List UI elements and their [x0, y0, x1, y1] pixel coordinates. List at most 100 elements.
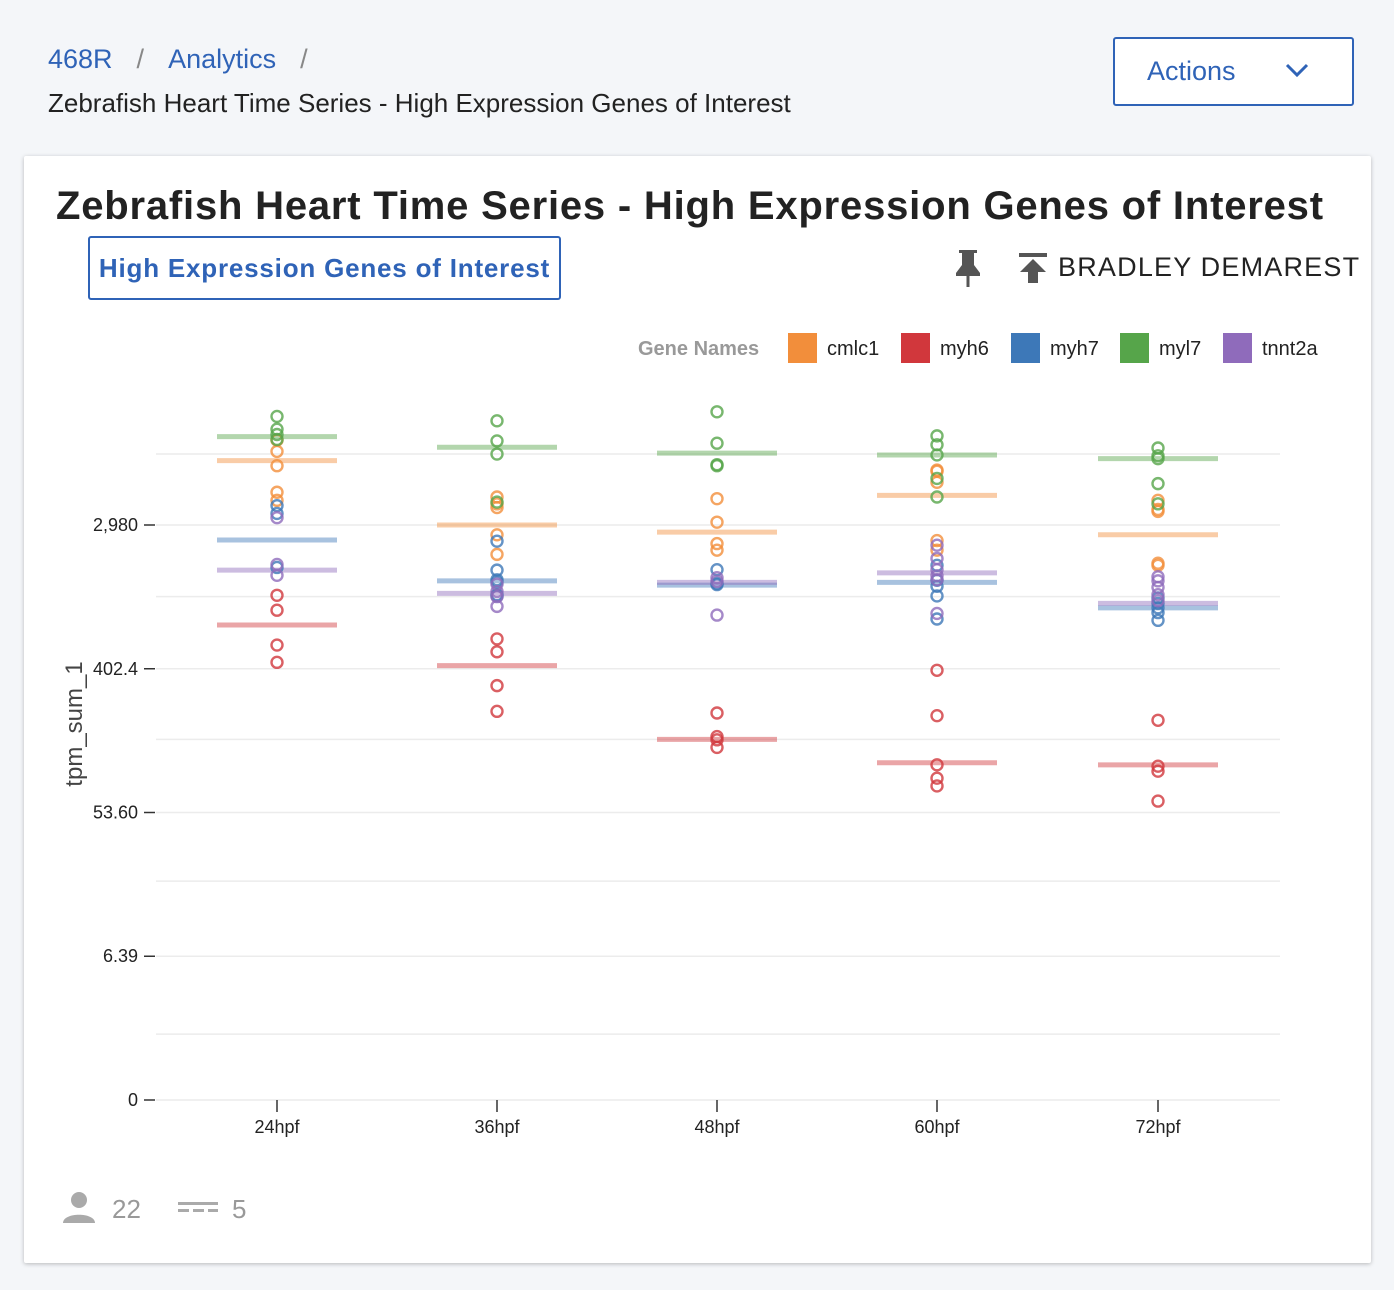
tag-button[interactable]: High Expression Genes of Interest [88, 236, 561, 300]
data-point-cmlc1 [710, 491, 724, 506]
data-point-myh6 [1151, 759, 1165, 773]
data-point-tnnt2a [1151, 574, 1165, 588]
data-point-tnnt2a [1151, 580, 1165, 595]
data-point-myh7 [270, 506, 284, 521]
data-point-cmlc1 [710, 543, 724, 557]
legend-label-cmlc1: cmlc1 [827, 338, 879, 360]
data-point-myh7 [930, 589, 944, 603]
data-point-myh6 [490, 645, 504, 659]
data-point-myh6 [930, 779, 944, 793]
data-point-myl7 [490, 434, 504, 448]
card-title: Zebrafish Heart Time Series - High Expre… [56, 184, 1324, 228]
data-point-myh6 [270, 655, 284, 670]
series-icon [178, 1202, 218, 1212]
data-point-myh6 [710, 740, 724, 755]
data-point-cmlc1 [930, 475, 944, 489]
actions-dropdown-button[interactable]: Actions [1113, 37, 1354, 106]
data-point-tnnt2a [1151, 587, 1165, 602]
breadcrumb-root-link[interactable]: 468R [48, 44, 113, 74]
data-point-cmlc1 [930, 533, 944, 548]
data-point-tnnt2a [270, 510, 284, 525]
legend-swatch-myh6 [901, 333, 930, 363]
page-title: Zebrafish Heart Time Series - High Expre… [48, 88, 791, 118]
data-point-tnnt2a [710, 574, 724, 589]
y-axis-label: tpm_sum_1 [61, 661, 88, 786]
data-point-myl7 [270, 427, 284, 442]
data-point-cmlc1 [710, 536, 724, 551]
legend-swatch-myl7 [1120, 333, 1149, 363]
data-point-myh7 [1151, 613, 1165, 628]
scatter-chart: 0 6.39 53.60 402.4 2,980 24hpf 36hpf 48hpf 60hpf… [61, 333, 1318, 1137]
data-point-myl7 [270, 432, 284, 447]
data-point-cmlc1 [930, 543, 944, 557]
data-point-myh6 [1151, 713, 1165, 727]
data-point-tnnt2a [1151, 593, 1165, 608]
data-point-cmlc1 [270, 485, 284, 499]
data-point-myl7 [710, 459, 724, 473]
data-point-cmlc1 [270, 444, 284, 459]
data-point-myl7 [490, 414, 504, 428]
breadcrumb-separator: / [300, 44, 308, 74]
data-point-myh6 [930, 771, 944, 785]
data-point-myh6 [1151, 764, 1165, 778]
data-point-myh6 [270, 603, 284, 617]
data-point-tnnt2a [930, 569, 944, 583]
data-point-myl7 [930, 429, 944, 443]
data-point-myh6 [710, 733, 724, 747]
data-point-myh7 [930, 612, 944, 626]
data-point-myh6 [930, 758, 944, 772]
data-point-myh6 [270, 638, 284, 652]
data-point-tnnt2a [930, 573, 944, 587]
breadcrumb: 468R / Analytics / [48, 44, 332, 75]
data-point-myl7 [1151, 451, 1165, 466]
data-point-tnnt2a [490, 584, 504, 599]
breadcrumb-analytics-link[interactable]: Analytics [168, 44, 277, 74]
chart-mean-lines [217, 434, 1218, 768]
data-point-myl7 [930, 471, 944, 486]
y-tick-label: 53.60 [93, 802, 138, 822]
data-point-myh7 [1151, 601, 1165, 615]
chart-axes: 0 6.39 53.60 402.4 2,980 24hpf 36hpf 48hpf 60hpf… [93, 515, 1280, 1137]
data-point-myl7 [1151, 497, 1165, 511]
data-point-myh6 [490, 704, 504, 719]
data-point-myl7 [930, 448, 944, 462]
publish-icon [1019, 253, 1047, 283]
data-point-myh6 [710, 706, 724, 720]
data-point-myl7 [710, 405, 724, 419]
data-point-myh6 [1151, 794, 1165, 808]
data-point-cmlc1 [270, 493, 284, 508]
x-tick-label: 36hpf [474, 1117, 520, 1137]
data-point-myl7 [490, 447, 504, 461]
data-point-tnnt2a [930, 538, 944, 552]
data-point-myh6 [270, 588, 284, 602]
series-count: 5 [232, 1194, 247, 1224]
data-point-myl7 [930, 490, 944, 504]
legend-label-myh6: myh6 [940, 338, 989, 360]
data-point-tnnt2a [490, 589, 504, 604]
legend-label-tnnt2a: tnnt2a [1262, 338, 1318, 360]
data-point-myl7 [710, 436, 724, 450]
data-point-myh6 [490, 678, 504, 693]
data-point-myl7 [270, 409, 284, 424]
chart-points [270, 405, 1165, 808]
data-point-cmlc1 [710, 515, 724, 529]
data-point-cmlc1 [490, 547, 504, 562]
chart-grid [156, 453, 1280, 1035]
data-point-cmlc1 [1151, 504, 1165, 519]
data-point-tnnt2a [490, 599, 504, 614]
y-tick-label: 2,980 [93, 515, 138, 535]
user-count: 22 [112, 1194, 141, 1224]
x-tick-label: 24hpf [254, 1117, 300, 1137]
y-tick-label: 6.39 [103, 946, 138, 966]
data-point-myh6 [930, 708, 944, 723]
legend-label-myl7: myl7 [1159, 338, 1201, 360]
x-tick-label: 60hpf [914, 1117, 960, 1137]
data-point-tnnt2a [930, 606, 944, 621]
legend-swatch-myh7 [1011, 333, 1040, 363]
x-tick-label: 48hpf [694, 1117, 740, 1137]
chart-card: Zebrafish Heart Time Series - High Expre… [24, 156, 1371, 1263]
pin-icon[interactable] [954, 248, 982, 288]
legend-swatch-cmlc1 [788, 333, 817, 363]
data-point-tnnt2a [270, 568, 284, 582]
data-point-myl7 [1151, 476, 1165, 491]
